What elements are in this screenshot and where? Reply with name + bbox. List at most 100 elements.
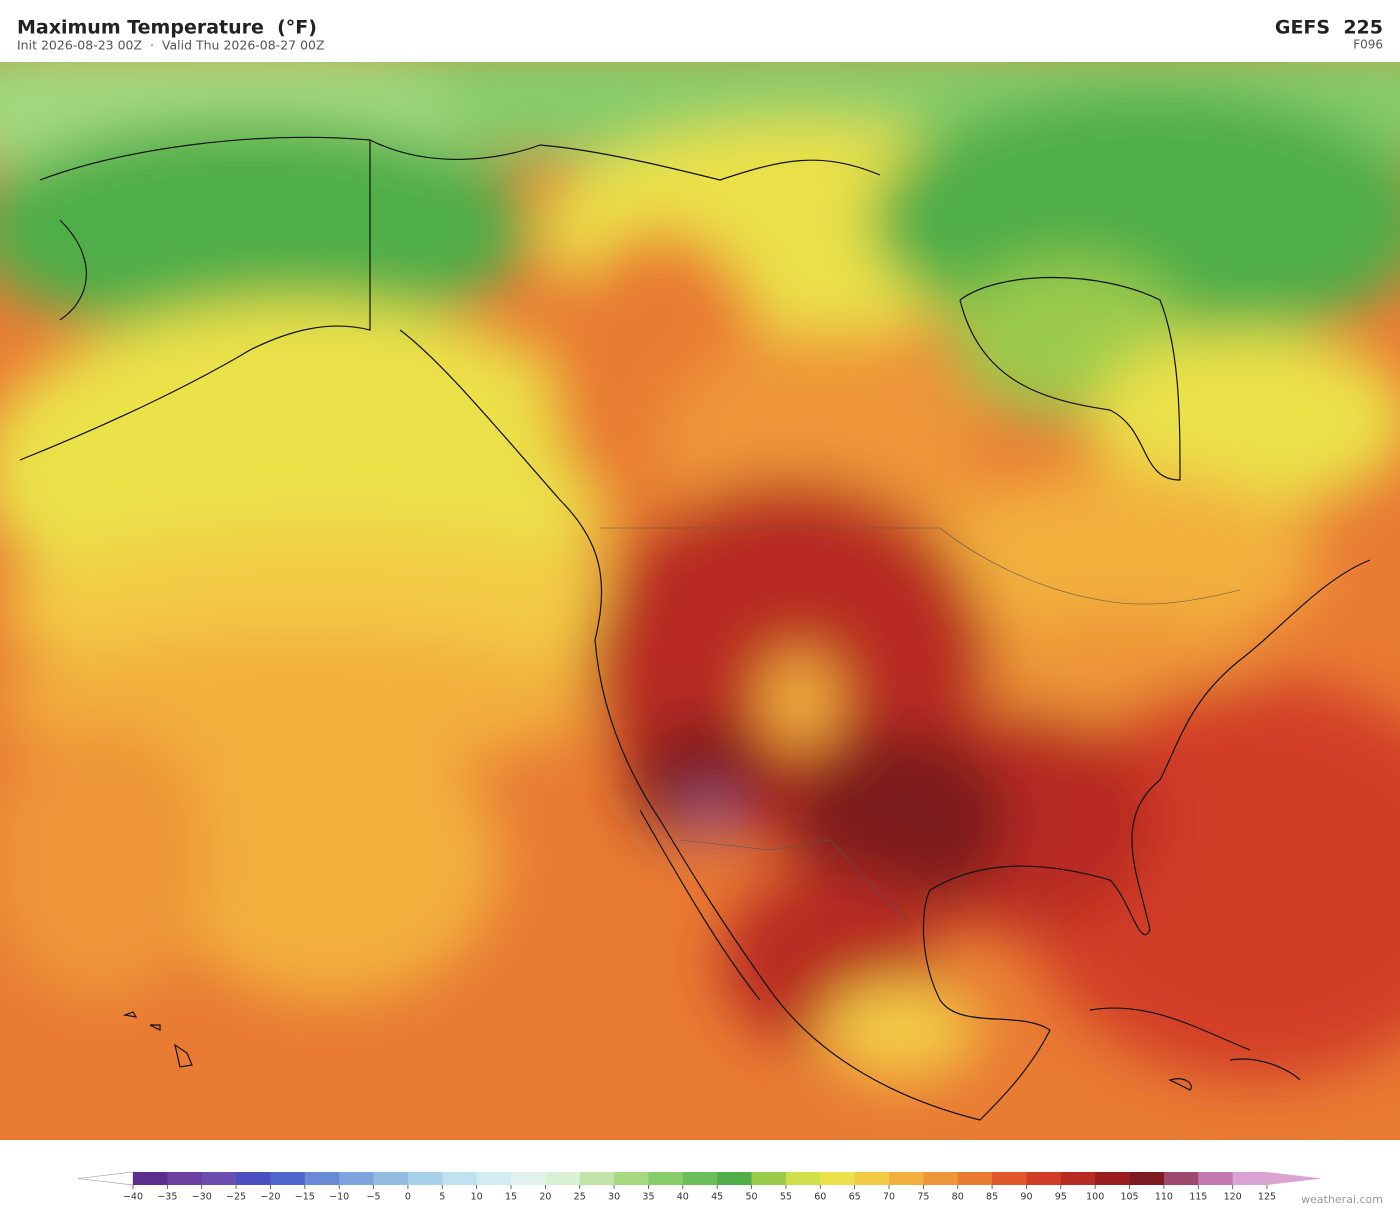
pacific-coast: [399, 329, 771, 1001]
temperature-region: [688, 796, 732, 828]
colorbar-segment: [957, 1172, 993, 1185]
colorbar-segment: [1026, 1172, 1062, 1185]
credit: weatherai.com: [1301, 1193, 1383, 1206]
colorbar-segment: [1232, 1172, 1268, 1185]
colorbar-segment: [1129, 1172, 1165, 1185]
temperature-field: [0, 62, 1400, 1140]
colorbar-tick-label: −10: [329, 1192, 349, 1203]
map-title: Maximum Temperature (°F): [17, 17, 317, 39]
colorbar-segment: [923, 1172, 959, 1185]
colorbar-tick-label: 30: [608, 1192, 620, 1203]
colorbar-segment: [785, 1172, 821, 1185]
alaska-coast: [19, 136, 371, 461]
colorbar-tick-label: 90: [1020, 1192, 1032, 1203]
colorbar-segment: [167, 1172, 203, 1185]
colorbar-segment: [854, 1172, 890, 1185]
colorbar-extend-low: [77, 1171, 134, 1186]
temperature-region: [0, 630, 600, 770]
colorbar-tick-label: 80: [952, 1192, 964, 1203]
colorbar-tick-label: 95: [1055, 1192, 1067, 1203]
colorbar-segment: [373, 1172, 409, 1185]
forecast-hour: F096: [1353, 38, 1383, 52]
colorbar-segment: [133, 1172, 168, 1185]
colorbar-segment: [236, 1172, 271, 1185]
colorbar-segment: [682, 1172, 718, 1185]
colorbar-tick-label: 105: [1120, 1192, 1138, 1203]
temperature-region: [760, 650, 840, 750]
colorbar-tick-label: 55: [780, 1192, 792, 1203]
colorbar-tick-label: 65: [849, 1192, 861, 1203]
canada-coast: [369, 139, 1181, 481]
colorbar-tick-label: −30: [192, 1192, 212, 1203]
hawaii: [122, 1011, 193, 1068]
temperature-region: [1090, 330, 1400, 510]
temperature-region: [790, 730, 1010, 910]
colorbar-tick-label: 20: [539, 1192, 551, 1203]
colorbar-tick-label: −25: [226, 1192, 246, 1203]
colorbar-tick-label: 0: [405, 1192, 411, 1203]
borders: [600, 527, 1241, 921]
caribbean-islands: [1089, 1007, 1301, 1091]
temperature-region: [920, 470, 1320, 650]
colorbar-segment: [820, 1172, 856, 1185]
colorbar-segment: [511, 1172, 546, 1185]
colorbar-segment: [270, 1172, 306, 1185]
colorbar-tick-label: 50: [745, 1192, 757, 1203]
us-canada-border: [600, 527, 1241, 605]
colorbar-segment: [545, 1172, 581, 1185]
model-name: GEFS 225: [1275, 17, 1383, 39]
colorbar-tick-label: 25: [574, 1192, 586, 1203]
temperature-region: [630, 720, 770, 840]
temperature-region: [0, 720, 210, 1000]
temperature-region: [160, 720, 500, 1000]
colorbar-segment: [476, 1172, 512, 1185]
field-blobs: [0, 62, 1400, 1080]
colorbar-segment: [442, 1172, 478, 1185]
colorbar-segment: [579, 1172, 615, 1185]
colorbar: −40 −35 −30 −25 −20 −15 −10 −5 0 5 10 15 20 25 30 35 40 4…: [77, 1171, 1322, 1203]
colorbar-tick-label: 120: [1224, 1192, 1242, 1203]
colorbar-segment: [614, 1172, 649, 1185]
colorbar-tick-label: 35: [642, 1192, 654, 1203]
map-subtitle: Init 2026-08-23 00Z · Valid Thu 2026-08-…: [17, 38, 325, 53]
colorbar-tick-label: −35: [157, 1192, 177, 1203]
colorbar-segment: [751, 1172, 787, 1185]
colorbar-tick-label: −20: [260, 1192, 280, 1203]
colorbar-segment: [407, 1172, 443, 1185]
colorbar-tick-label: 100: [1086, 1192, 1104, 1203]
colorbar-segment: [339, 1172, 375, 1185]
temperature-region: [820, 980, 980, 1080]
colorbar-tick-label: −5: [367, 1192, 381, 1203]
coastlines: [19, 136, 1371, 1121]
colorbar-segment: [1095, 1172, 1131, 1185]
colorbar-segment: [648, 1172, 684, 1185]
colorbar-segment: [201, 1172, 237, 1185]
colorbar-tick-label: 75: [917, 1192, 929, 1203]
colorbar-segment: [1060, 1172, 1096, 1185]
colorbar-tick-label: 125: [1258, 1192, 1276, 1203]
colorbar-tick-label: 10: [471, 1192, 483, 1203]
colorbar-tick-label: 40: [677, 1192, 689, 1203]
colorbar-extend-high: [1267, 1172, 1322, 1185]
colorbar-tick-label: 5: [439, 1192, 445, 1203]
colorbar-tick-label: 70: [883, 1192, 895, 1203]
colorbar-segment: [889, 1172, 924, 1185]
colorbar-tick-label: 60: [814, 1192, 826, 1203]
colorbar-tick-label: 110: [1155, 1192, 1173, 1203]
temperature-region: [0, 120, 530, 340]
colorbar-tick-label: 85: [986, 1192, 998, 1203]
colorbar-segment: [1163, 1172, 1199, 1185]
colorbar-tick-label: −15: [295, 1192, 315, 1203]
colorbar-tick-label: −40: [123, 1192, 143, 1203]
mexico-gulf-coast: [769, 559, 1371, 1121]
colorbar-segment: [304, 1172, 340, 1185]
colorbar-tick-label: 15: [505, 1192, 517, 1203]
us-mexico-border: [679, 839, 911, 921]
colorbar-segment: [1198, 1172, 1234, 1185]
colorbar-segment: [717, 1172, 753, 1185]
colorbar-tick-label: 45: [711, 1192, 723, 1203]
colorbar-segment: [992, 1172, 1027, 1185]
colorbar-tick-label: 115: [1189, 1192, 1207, 1203]
